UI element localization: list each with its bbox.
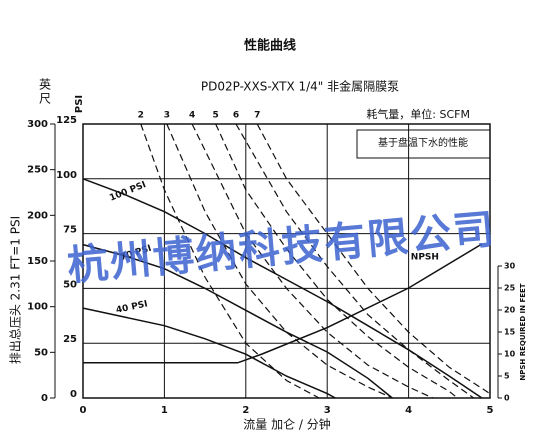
x-tick-label: 0 — [80, 405, 87, 416]
psi-unit: PSI — [74, 95, 85, 113]
air-curve-label: 5 — [213, 111, 219, 121]
feet-unit: 英尺 — [38, 78, 52, 106]
series-label: 40 PSI — [115, 299, 148, 315]
series-label: 100 PSI — [108, 180, 147, 204]
x-axis-title: 流量 加仑 / 分钟 — [243, 417, 331, 432]
y-tick-label: 25 — [63, 334, 77, 345]
curve — [82, 243, 393, 399]
air-curve-label: 4 — [189, 111, 195, 121]
y-tick-label: 0 — [70, 389, 77, 400]
y2-tick-label: 5 — [504, 372, 510, 381]
curve — [83, 243, 483, 364]
x-tick-label: 1 — [161, 405, 168, 416]
air-curve — [140, 123, 320, 399]
chart-title: 性能曲线 — [244, 38, 296, 54]
series-label: NPSH — [411, 253, 439, 263]
y2-tick-label: 10 — [504, 350, 516, 359]
y2-tick-label: 30 — [504, 262, 516, 271]
x-tick-label: 4 — [405, 405, 412, 416]
y-tick-label: 75 — [63, 225, 77, 236]
x-tick-label: 3 — [324, 405, 331, 416]
curve — [82, 307, 336, 399]
y2-tick-label: 0 — [504, 394, 510, 403]
note: 基于盘温下水的性能 — [378, 136, 468, 149]
y-tick-label: 100 — [56, 170, 77, 181]
air-curve-label: 2 — [138, 111, 144, 121]
air-curve-label: 6 — [233, 111, 239, 121]
feet-tick-label: 50 — [34, 347, 48, 358]
air-curve — [235, 123, 475, 399]
feet-tick-label: 0 — [41, 393, 48, 404]
air-curve-label: 7 — [254, 111, 260, 121]
y-axis-title: 排出总压头 2.31 FT=1 PSI — [9, 216, 23, 364]
feet-tick-label: 100 — [27, 302, 48, 313]
x-tick-label: 2 — [242, 405, 249, 416]
air-curve — [191, 123, 434, 399]
feet-tick-label: 200 — [27, 210, 48, 221]
chart-subtitle: PD02P-XXS-XTX 1/4" 非金属隔膜泵 — [201, 79, 399, 94]
y-tick-label: 125 — [56, 115, 77, 126]
feet-tick-label: 250 — [27, 165, 48, 176]
y-tick-label: 50 — [63, 279, 77, 290]
feet-tick-label: 150 — [27, 256, 48, 267]
air-curve-label: 3 — [164, 111, 170, 121]
curve — [82, 178, 483, 399]
y2-tick-label: 15 — [504, 328, 516, 337]
note-box — [356, 129, 491, 159]
x-tick-label: 5 — [487, 405, 494, 416]
air-curve — [215, 123, 458, 399]
y2-axis-title: NPSH REQUIRED IN FEET — [519, 283, 527, 380]
y2-tick-label: 20 — [504, 306, 516, 315]
air-label: 耗气量，单位: SCFM — [366, 107, 470, 121]
y2-tick-label: 25 — [504, 284, 516, 293]
feet-tick-label: 300 — [27, 119, 48, 130]
air-curve — [256, 123, 491, 395]
